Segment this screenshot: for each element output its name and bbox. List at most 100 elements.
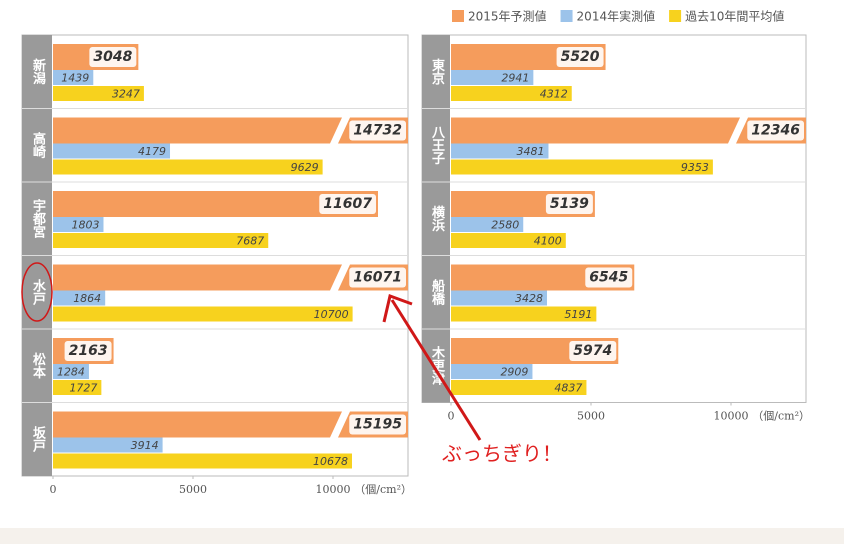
bar bbox=[53, 117, 408, 144]
bar bbox=[53, 306, 353, 322]
value-label-bg bbox=[89, 47, 137, 67]
bar bbox=[53, 453, 352, 469]
category-label: 水戸 bbox=[30, 279, 46, 307]
category-label: 新潟 bbox=[30, 58, 46, 86]
arrow-head bbox=[382, 294, 413, 323]
value-label: 15195 bbox=[353, 417, 402, 433]
legend-label: 過去10年間平均値 bbox=[685, 9, 784, 24]
bar bbox=[451, 143, 549, 159]
label-column bbox=[422, 35, 450, 403]
value-label: 5191 bbox=[564, 308, 592, 321]
x-axis-label: （個/cm²） bbox=[354, 483, 412, 496]
category-label: 松本 bbox=[30, 352, 46, 380]
bar-break bbox=[330, 117, 350, 144]
value-label: 1803 bbox=[71, 219, 99, 232]
x-tick-label: 10000 bbox=[714, 410, 749, 423]
value-label-bg bbox=[545, 194, 593, 214]
bar bbox=[53, 437, 163, 453]
value-label: 3247 bbox=[112, 88, 140, 101]
bar bbox=[451, 364, 533, 379]
bar bbox=[53, 233, 269, 248]
bar bbox=[451, 159, 713, 175]
bar bbox=[53, 290, 106, 306]
value-label: 10700 bbox=[314, 308, 349, 321]
value-label-bg bbox=[556, 47, 604, 67]
annotation: ぶっちぎり！ bbox=[442, 442, 562, 466]
value-label-bg bbox=[349, 267, 406, 288]
bar bbox=[451, 290, 547, 306]
value-label: 4312 bbox=[540, 88, 568, 101]
bar bbox=[53, 159, 323, 175]
x-tick-label: 5000 bbox=[179, 483, 207, 496]
value-label-bg bbox=[747, 120, 804, 141]
value-label: 14732 bbox=[353, 123, 402, 139]
category-label: 東京 bbox=[429, 58, 445, 86]
legend-swatch bbox=[669, 10, 682, 22]
bar-break bbox=[330, 411, 350, 438]
value-label-bg bbox=[349, 120, 406, 141]
x-tick-label: 10000 bbox=[316, 483, 351, 496]
bar bbox=[53, 217, 104, 232]
value-label: 3481 bbox=[516, 145, 544, 158]
category-label: 宇都宮 bbox=[30, 199, 47, 239]
bar bbox=[53, 264, 408, 291]
bar bbox=[53, 364, 89, 379]
legend-swatch bbox=[452, 10, 464, 22]
bar bbox=[53, 380, 102, 395]
value-label: 4837 bbox=[554, 382, 582, 395]
value-label-bg bbox=[585, 267, 633, 288]
value-label: 5520 bbox=[561, 49, 600, 65]
value-label: 2580 bbox=[491, 219, 519, 232]
bar bbox=[53, 70, 94, 85]
value-label: 3428 bbox=[515, 292, 543, 305]
value-label: 1439 bbox=[61, 72, 89, 85]
bar bbox=[451, 217, 524, 232]
value-label: 1864 bbox=[73, 292, 101, 305]
value-label: 5974 bbox=[573, 343, 612, 359]
x-tick-label: 0 bbox=[50, 483, 57, 496]
category-label: 高崎 bbox=[30, 132, 46, 160]
bar-break bbox=[728, 117, 748, 144]
highlight-circle bbox=[21, 262, 53, 322]
value-label-bg bbox=[349, 414, 406, 435]
bar-break bbox=[330, 264, 350, 291]
value-label: 12346 bbox=[751, 123, 800, 139]
value-label: 2941 bbox=[501, 72, 529, 85]
category-label: 船橋 bbox=[429, 279, 445, 307]
bar bbox=[451, 380, 587, 395]
legend-label: 2015年予測値 bbox=[468, 9, 547, 24]
value-label: 10678 bbox=[313, 455, 348, 468]
x-axis-label: （個/cm²） bbox=[752, 410, 810, 423]
bar bbox=[53, 411, 408, 438]
bar bbox=[53, 86, 144, 101]
arrow-shaft bbox=[390, 299, 482, 441]
x-tick-label: 0 bbox=[448, 410, 455, 423]
value-label: 4179 bbox=[138, 145, 166, 158]
bar bbox=[451, 86, 572, 101]
bar bbox=[451, 117, 806, 144]
value-label: 1284 bbox=[57, 366, 85, 379]
bar bbox=[53, 143, 171, 159]
bar bbox=[451, 70, 534, 85]
value-label: 16071 bbox=[353, 270, 402, 286]
value-label: 3048 bbox=[93, 49, 132, 65]
x-tick-label: 5000 bbox=[577, 410, 605, 423]
bar bbox=[451, 233, 566, 248]
value-label: 9629 bbox=[291, 161, 319, 174]
value-label: 11607 bbox=[323, 196, 372, 212]
value-label: 7687 bbox=[236, 235, 264, 248]
category-label: 坂戸 bbox=[30, 426, 46, 454]
value-label: 9353 bbox=[681, 161, 709, 174]
value-label-bg bbox=[64, 341, 112, 361]
value-label-bg bbox=[319, 194, 376, 214]
value-label: 1727 bbox=[69, 382, 97, 395]
legend-label: 2014年実測値 bbox=[577, 9, 656, 24]
bar bbox=[451, 306, 597, 322]
footer-strip bbox=[0, 528, 844, 544]
value-label: 4100 bbox=[534, 235, 562, 248]
value-label: 2909 bbox=[500, 366, 528, 379]
value-label: 6545 bbox=[589, 270, 628, 286]
legend-swatch bbox=[560, 10, 573, 22]
